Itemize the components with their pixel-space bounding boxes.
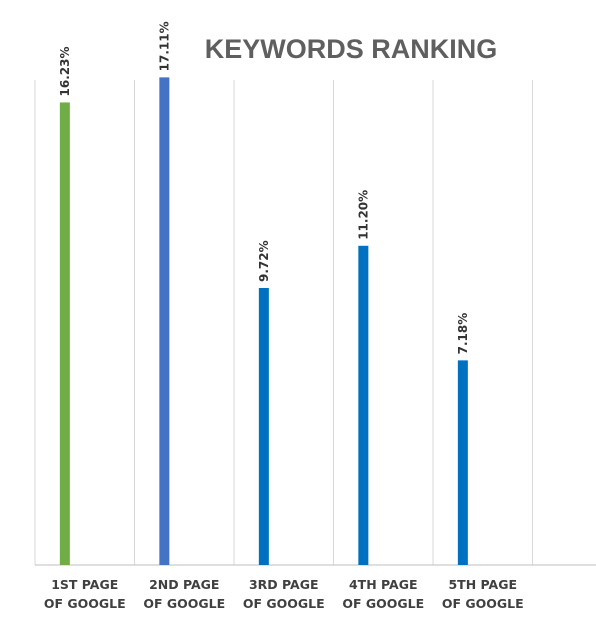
bar-4 xyxy=(358,245,369,566)
data-labels: 16.23% 17.11% 9.72% 11.20% 7.18% xyxy=(58,21,470,354)
data-label-2: 17.11% xyxy=(157,21,171,71)
bar-5 xyxy=(457,360,468,565)
data-label-5: 7.18% xyxy=(456,313,470,355)
chart-title: KEYWORDS RANKING xyxy=(205,34,498,64)
category-label-2-line-2: OF GOOGLE xyxy=(143,596,225,611)
category-label-1-line-1: 1ST PAGE xyxy=(51,577,118,592)
category-labels: 1ST PAGE OF GOOGLE 2ND PAGE OF GOOGLE 3RD PA… xyxy=(44,577,524,611)
category-label-3-line-1: 3RD PAGE xyxy=(249,577,319,592)
data-label-4: 11.20% xyxy=(356,190,370,240)
bar-2 xyxy=(159,77,170,566)
category-label-4-line-1: 4TH PAGE xyxy=(349,577,418,592)
data-label-3: 9.72% xyxy=(257,240,271,282)
bars xyxy=(59,77,468,566)
data-label-1: 16.23% xyxy=(58,46,72,96)
category-label-1-line-2: OF GOOGLE xyxy=(44,596,126,611)
category-label-3-line-2: OF GOOGLE xyxy=(243,596,325,611)
category-label-4-line-2: OF GOOGLE xyxy=(342,596,424,611)
category-label-5-line-2: OF GOOGLE xyxy=(442,596,524,611)
category-label-5-line-1: 5TH PAGE xyxy=(448,577,517,592)
gridlines xyxy=(34,80,596,566)
bar-3 xyxy=(258,287,269,565)
category-label-2-line-1: 2ND PAGE xyxy=(149,577,219,592)
bar-1 xyxy=(59,102,70,565)
